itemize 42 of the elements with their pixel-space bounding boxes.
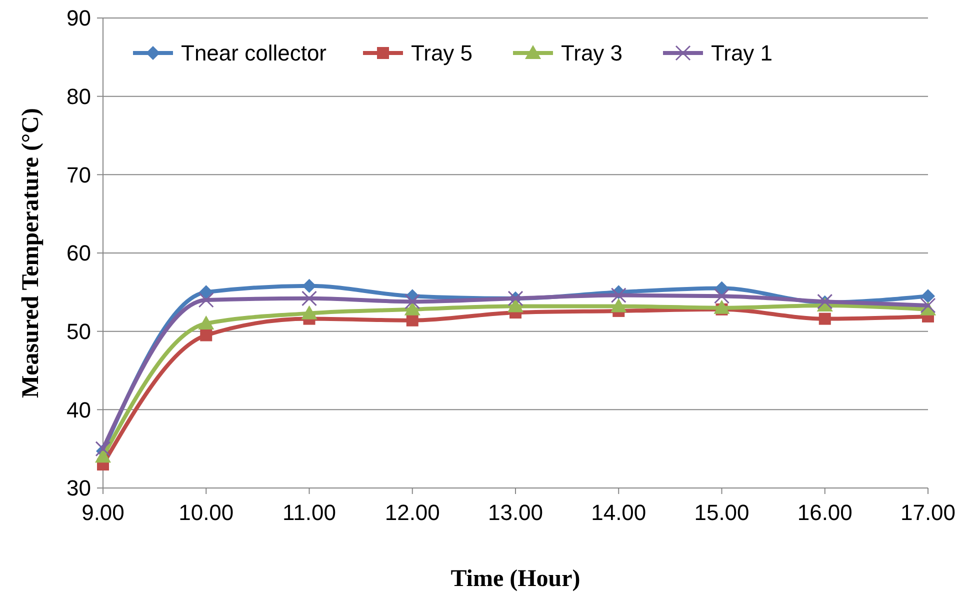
legend-label: Tnear collector xyxy=(181,40,327,66)
x-tick-label: 15.00 xyxy=(694,500,750,525)
point xyxy=(714,288,730,304)
y-tick-label: 60 xyxy=(66,240,91,266)
x-tick-label: 9.00 xyxy=(82,500,124,525)
point xyxy=(714,300,730,314)
x-tick-label: 14.00 xyxy=(591,500,646,525)
point xyxy=(198,292,214,308)
point xyxy=(95,448,111,463)
y-axis-title: Measured Temperature (°C) xyxy=(18,108,44,398)
x-tick-label: 10.00 xyxy=(178,500,234,525)
point xyxy=(198,316,214,330)
point xyxy=(301,305,318,320)
point xyxy=(199,285,214,300)
point xyxy=(508,298,524,312)
legend-label: Tray 5 xyxy=(411,40,473,66)
point xyxy=(404,294,420,310)
legend-label: Tray 1 xyxy=(711,40,773,66)
point xyxy=(921,289,935,304)
y-tick-label: 30 xyxy=(66,476,91,501)
x-tick-label: 16.00 xyxy=(797,500,852,525)
y-tick-label: 90 xyxy=(66,6,91,31)
point xyxy=(302,278,316,293)
y-tick-label: 80 xyxy=(66,84,91,110)
point xyxy=(200,329,212,342)
y-tick-label: 50 xyxy=(66,319,91,344)
y-tick-label: 40 xyxy=(66,397,91,422)
point xyxy=(95,441,111,457)
x-tick-label: 12.00 xyxy=(384,500,440,525)
x-tick-label: 11.00 xyxy=(282,500,336,525)
point xyxy=(302,290,317,306)
point xyxy=(610,298,627,312)
point xyxy=(714,281,729,296)
x-tick-label: 13.00 xyxy=(488,500,544,525)
y-tick-label: 70 xyxy=(66,162,91,188)
point xyxy=(920,298,936,314)
point xyxy=(610,288,626,304)
x-axis-title: Time (Hour) xyxy=(450,566,580,592)
point xyxy=(818,312,831,325)
x-tick-label: 17.00 xyxy=(900,500,956,525)
point xyxy=(406,314,418,326)
legend-label: Tray 3 xyxy=(561,40,623,66)
